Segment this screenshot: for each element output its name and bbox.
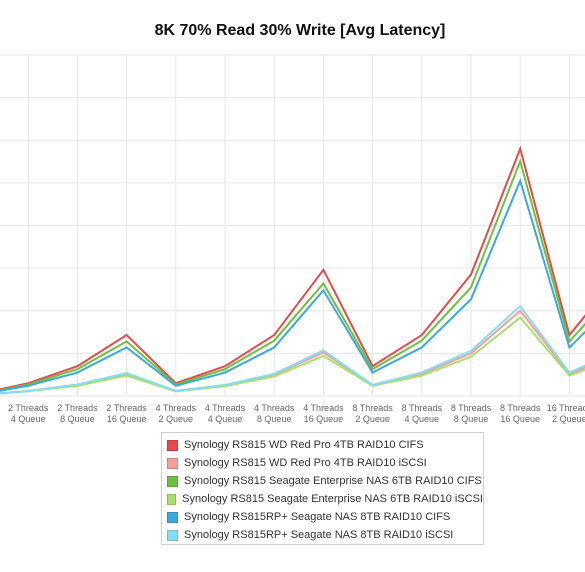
legend-label: Synology RS815RP+ Seagate NAS 8TB RAID10…: [184, 511, 451, 523]
legend-swatch: [167, 457, 178, 469]
x-tick-label: 8 Queue: [454, 414, 489, 424]
x-tick-label: 2 Queue: [552, 414, 585, 424]
x-tick-label: 8 Threads: [451, 403, 492, 413]
legend-label: Synology RS815 Seagate Enterprise NAS 6T…: [184, 475, 482, 487]
legend-item[interactable]: Synology RS815 WD Red Pro 4TB RAID10 CIF…: [167, 436, 483, 454]
x-tick-label: 4 Queue: [405, 414, 440, 424]
x-tick-label: 8 Queue: [60, 414, 95, 424]
series-line-3: [0, 316, 585, 395]
x-tick-label: 8 Threads: [352, 403, 393, 413]
series-line-0: [0, 145, 585, 391]
series-line-2: [0, 157, 585, 392]
legend-label: Synology RS815 Seagate Enterprise NAS 6T…: [182, 493, 483, 505]
x-tick-label: 2 Threads: [106, 403, 147, 413]
x-tick-label: 16 Queue: [500, 414, 540, 424]
x-tick-label: 16 Queue: [304, 414, 344, 424]
legend-item[interactable]: Synology RS815RP+ Seagate NAS 8TB RAID10…: [167, 508, 483, 526]
x-tick-label: 2 Threads: [8, 403, 49, 413]
legend-item[interactable]: Synology RS815 Seagate Enterprise NAS 6T…: [167, 472, 483, 490]
series-line-4: [0, 177, 585, 392]
x-tick-label: 4 Queue: [11, 414, 46, 424]
legend-label: Synology RS815 WD Red Pro 4TB RAID10 iSC…: [184, 457, 427, 469]
legend-label: Synology RS815 WD Red Pro 4TB RAID10 CIF…: [184, 439, 424, 451]
series-line-5: [0, 304, 585, 395]
x-tick-label: 4 Threads: [156, 403, 197, 413]
chart-legend: Synology RS815 WD Red Pro 4TB RAID10 CIF…: [161, 432, 484, 545]
x-tick-label: 4 Queue: [208, 414, 243, 424]
legend-swatch: [167, 439, 178, 451]
x-tick-label: 4 Threads: [303, 403, 344, 413]
legend-item[interactable]: Synology RS815RP+ Seagate NAS 8TB RAID10…: [167, 526, 483, 544]
x-tick-label: 8 Threads: [500, 403, 541, 413]
legend-item[interactable]: Synology RS815 Seagate Enterprise NAS 6T…: [167, 490, 483, 508]
series-lines: [0, 145, 585, 395]
x-tick-label: 4 Threads: [254, 403, 295, 413]
x-tick-label: 8 Threads: [402, 403, 443, 413]
x-tick-label: 2 Threads: [57, 403, 98, 413]
x-tick-label: 8 Queue: [257, 414, 292, 424]
x-tick-label: 2 Queue: [159, 414, 194, 424]
x-tick-label: 4 Threads: [205, 403, 246, 413]
legend-item[interactable]: Synology RS815 WD Red Pro 4TB RAID10 iSC…: [167, 454, 483, 472]
legend-swatch: [167, 529, 178, 541]
chart-title: 8K 70% Read 30% Write [Avg Latency]: [155, 22, 446, 39]
legend-label: Synology RS815RP+ Seagate NAS 8TB RAID10…: [184, 529, 454, 541]
legend-swatch: [167, 493, 177, 505]
legend-swatch: [167, 511, 178, 523]
x-tick-label: 2 Queue: [355, 414, 390, 424]
x-tick-label: 16 Queue: [107, 414, 147, 424]
horizontal-gridlines: [0, 54, 585, 397]
legend-swatch: [167, 475, 178, 487]
x-tick-label: 16 Threads: [547, 403, 585, 413]
